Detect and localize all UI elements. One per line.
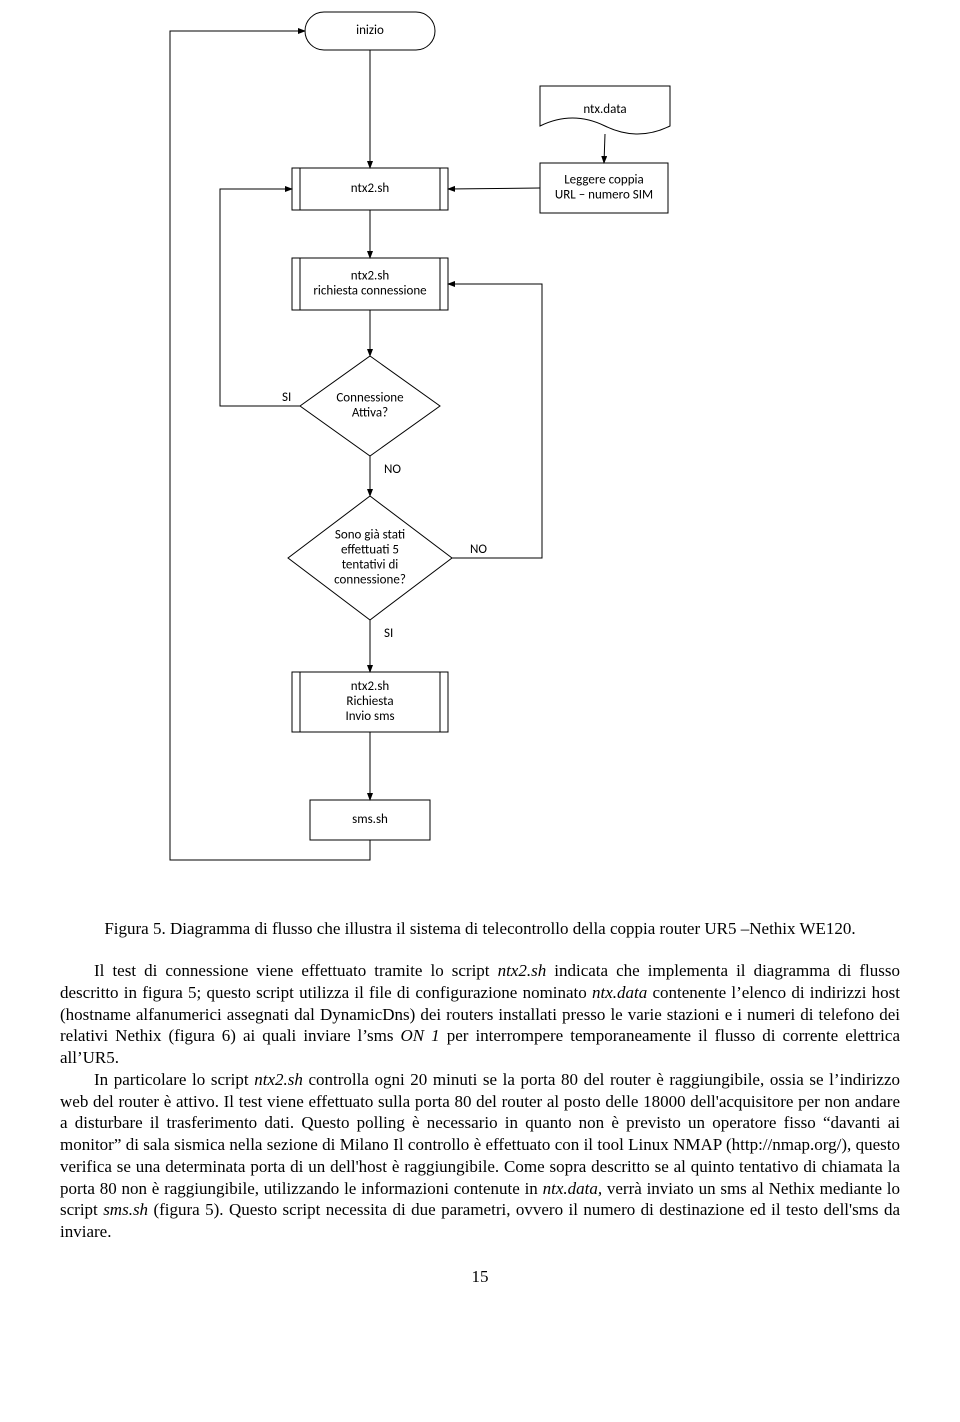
svg-text:ntx2.sh: ntx2.sh bbox=[351, 679, 390, 694]
svg-text:Invio sms: Invio sms bbox=[345, 709, 394, 724]
svg-text:connessione?: connessione? bbox=[334, 573, 406, 588]
svg-text:sms.sh: sms.sh bbox=[352, 812, 388, 827]
svg-text:URL – numero SIM: URL – numero SIM bbox=[555, 188, 653, 203]
p1-i2: ntx.data bbox=[592, 983, 647, 1002]
svg-text:ntx.data: ntx.data bbox=[583, 102, 626, 117]
svg-text:NO: NO bbox=[470, 542, 487, 557]
svg-text:richiesta connessione: richiesta connessione bbox=[313, 284, 426, 299]
p2-d: (figura 5). Questo script necessita di d… bbox=[60, 1200, 900, 1241]
svg-text:Sono già stati: Sono già stati bbox=[335, 528, 405, 543]
svg-text:SI: SI bbox=[282, 390, 291, 405]
p2-i2: ntx.data, bbox=[543, 1179, 603, 1198]
svg-text:ntx2.sh: ntx2.sh bbox=[351, 181, 390, 196]
page-number: 15 bbox=[0, 1267, 960, 1287]
svg-text:Connessione: Connessione bbox=[336, 391, 403, 406]
svg-text:Leggere coppia: Leggere coppia bbox=[564, 173, 644, 188]
flowchart-area: inizio ntx.data ntx2.sh Leggere coppiaURL –… bbox=[0, 0, 960, 900]
svg-text:tentativi di: tentativi di bbox=[342, 558, 399, 573]
svg-text:ntx2.sh: ntx2.sh bbox=[351, 269, 390, 284]
svg-text:Richiesta: Richiesta bbox=[346, 694, 393, 709]
p2-i3: sms.sh bbox=[103, 1200, 148, 1219]
svg-text:Attiva?: Attiva? bbox=[352, 406, 388, 421]
flowchart-svg: inizio ntx.data ntx2.sh Leggere coppiaURL –… bbox=[0, 0, 960, 900]
figure-caption: Figura 5. Diagramma di flusso che illust… bbox=[60, 918, 900, 940]
body-text: Il test di connessione viene effettuato … bbox=[60, 960, 900, 1243]
svg-text:inizio: inizio bbox=[356, 23, 384, 38]
p2-i1: ntx2.sh bbox=[254, 1070, 303, 1089]
svg-text:SI: SI bbox=[384, 626, 393, 641]
p1-i1: ntx2.sh bbox=[498, 961, 547, 980]
p1-i3: ON 1 bbox=[401, 1026, 440, 1045]
p2-a: In particolare lo script bbox=[94, 1070, 254, 1089]
p1-a: Il test di connessione viene effettuato … bbox=[94, 961, 498, 980]
svg-text:effettuati 5: effettuati 5 bbox=[341, 543, 399, 558]
svg-text:NO: NO bbox=[384, 462, 401, 477]
